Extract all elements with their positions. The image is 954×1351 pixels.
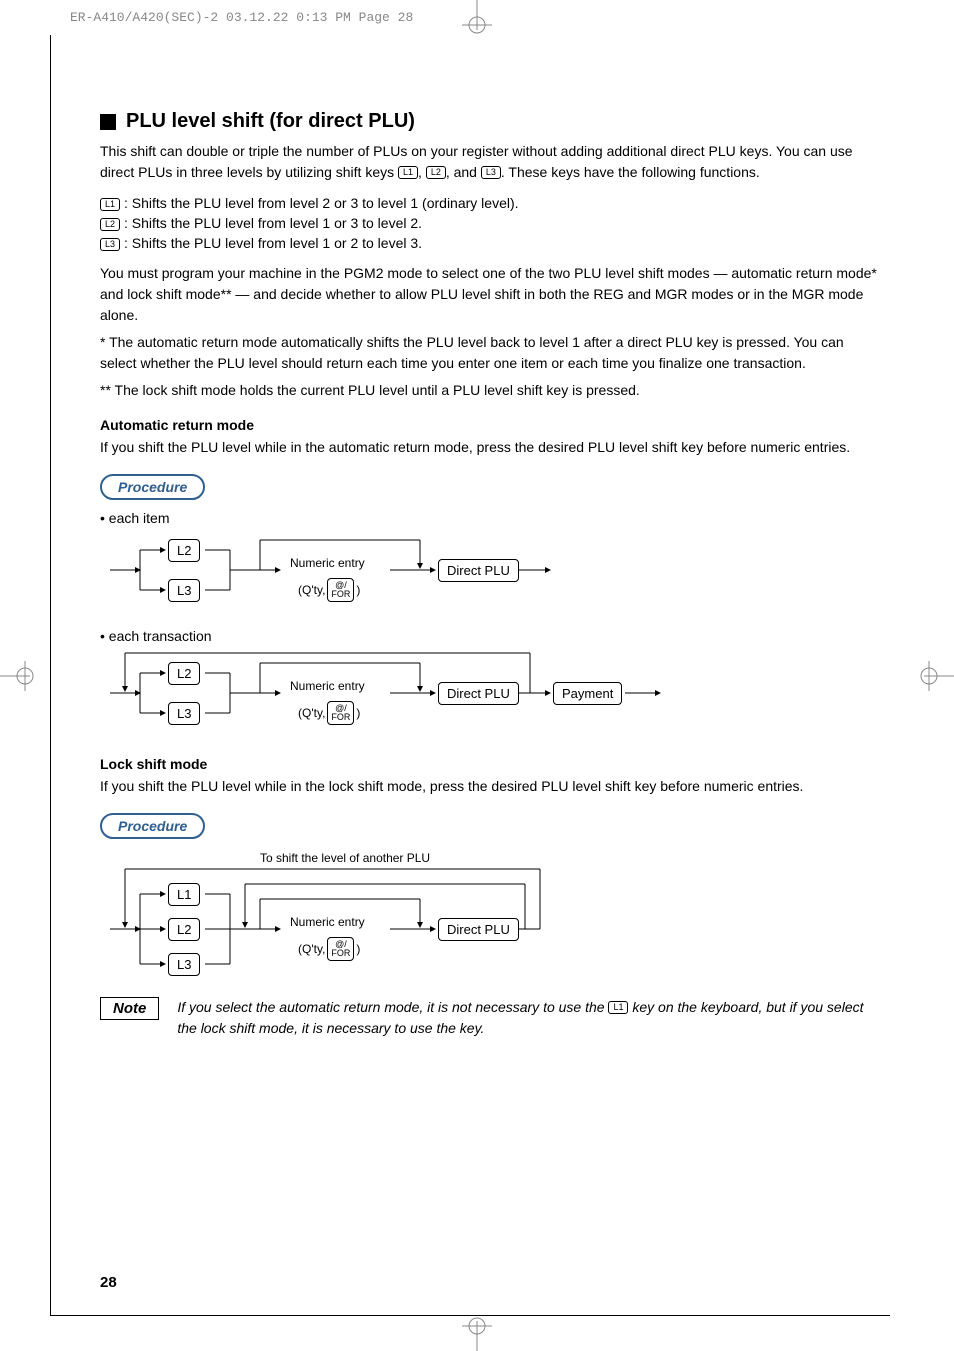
diagram2-label: • each transaction [100,628,880,644]
diagram1-label: • each item [100,510,880,526]
intro-comma2: , and [446,164,481,180]
note-text: If you select the automatic return mode,… [177,997,880,1039]
func-l3-text: : Shifts the PLU level from level 1 or 2… [124,235,422,251]
box-direct-plu: Direct PLU [438,682,519,705]
key-l2: L2 [426,166,446,179]
box-l2: L2 [168,662,200,685]
page-number: 28 [100,1274,117,1291]
diagram-lock-shift: To shift the level of another PLU L1 L2 … [100,849,880,979]
procedure-badge: Procedure [100,474,205,500]
lock-shift-heading: Lock shift mode [100,756,880,772]
label-qty-a: (Q'ty, [298,706,325,720]
crop-mark-left [0,656,40,696]
procedure-badge: Procedure [100,813,205,839]
label-numeric: Numeric entry [290,556,365,570]
box-l2: L2 [168,539,200,562]
key-l3: L3 [481,166,501,179]
crop-mark-bottom [457,1311,497,1351]
diagram-each-transaction: L2 L3 Numeric entry (Q'ty, @/FOR ) Direc… [100,648,880,738]
diagram-each-item: L2 L3 Numeric entry (Q'ty, @/FOR ) Direc… [100,530,880,610]
crop-mark-right [914,656,954,696]
print-header: ER-A410/A420(SEC)-2 03.12.22 0:13 PM Pag… [70,10,413,25]
box-l3: L3 [168,953,200,976]
label-qty-b: ) [356,706,360,720]
intro-comma1: , [418,164,426,180]
key-at-for: @/FOR [327,701,354,725]
box-direct-plu: Direct PLU [438,559,519,582]
note-badge: Note [100,997,159,1020]
label-qty-b: ) [356,583,360,597]
note-text-a: If you select the automatic return mode,… [177,999,608,1015]
loop-label: To shift the level of another PLU [260,851,430,865]
box-direct-plu: Direct PLU [438,918,519,941]
intro-text-b: . These keys have the following function… [501,164,760,180]
label-numeric: Numeric entry [290,679,365,693]
key-l1: L1 [100,198,120,211]
label-qty-b: ) [356,942,360,956]
key-l3: L3 [100,238,120,251]
box-l2: L2 [168,918,200,941]
inner-rule-vertical [50,35,51,1315]
page-content: PLU level shift (for direct PLU) This sh… [100,110,880,1039]
label-qty-a: (Q'ty, [298,583,325,597]
key-l2: L2 [100,218,120,231]
intro-paragraph: This shift can double or triple the numb… [100,141,880,183]
func-l2-text: : Shifts the PLU level from level 1 or 3… [124,215,422,231]
lock-shift-para: If you shift the PLU level while in the … [100,776,880,797]
box-l1: L1 [168,883,200,906]
footnote-2: ** The lock shift mode holds the current… [100,380,880,401]
crop-mark-top [457,0,497,40]
function-list: L1 : Shifts the PLU level from level 2 or… [100,195,880,251]
func-l1-text: : Shifts the PLU level from level 2 or 3… [124,195,519,211]
auto-return-heading: Automatic return mode [100,417,880,433]
key-at-for: @/FOR [327,937,354,961]
footnote-1: * The automatic return mode automaticall… [100,332,880,374]
box-l3: L3 [168,579,200,602]
key-at-for: @/FOR [327,578,354,602]
inner-rule-horizontal [50,1315,890,1316]
box-l3: L3 [168,702,200,725]
note-block: Note If you select the automatic return … [100,997,880,1039]
key-l1: L1 [398,166,418,179]
key-l1: L1 [608,1001,628,1014]
section-title: PLU level shift (for direct PLU) [100,110,880,133]
label-numeric: Numeric entry [290,915,365,929]
auto-return-para: If you shift the PLU level while in the … [100,437,880,458]
box-payment: Payment [553,682,622,705]
para-pgm2: You must program your machine in the PGM… [100,263,880,326]
label-qty-a: (Q'ty, [298,942,325,956]
